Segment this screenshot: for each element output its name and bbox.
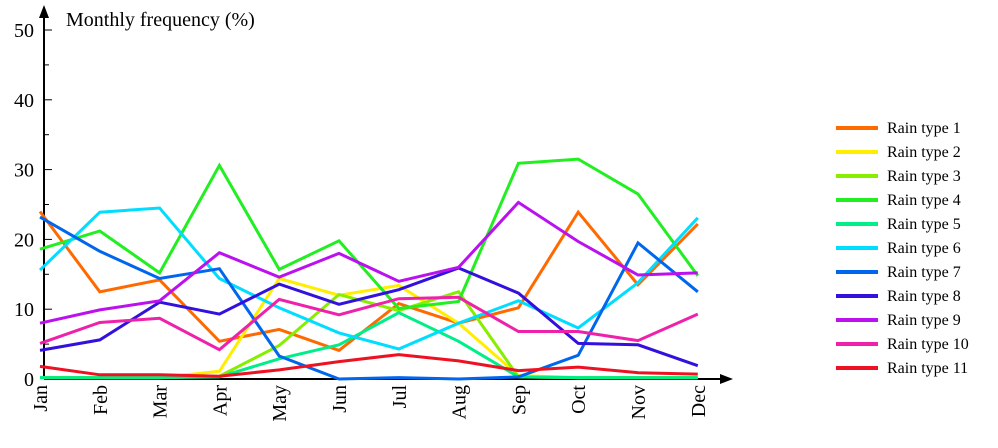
x-tick-label: Dec (688, 385, 710, 417)
series-line-9 (39, 200, 698, 325)
series-line-8 (39, 266, 699, 368)
legend-label-8: Rain type 8 (887, 288, 961, 305)
legend-label-4: Rain type 4 (887, 192, 961, 209)
y-tick-label: 40 (14, 90, 34, 112)
x-axis-arrow (720, 374, 733, 384)
legend-label-1: Rain type 1 (887, 120, 961, 137)
x-tick-label: Jul (389, 385, 411, 409)
y-tick-label: 30 (14, 160, 34, 182)
x-tick-label: Jun (329, 385, 351, 413)
legend: Rain type 1 Rain type 2 Rain type 3 Rain ty… (836, 120, 969, 377)
x-tick-label: Jan (30, 385, 52, 412)
x-tick-label: Oct (568, 385, 590, 414)
legend-label-9: Rain type 9 (887, 312, 961, 329)
series-line-5 (40, 311, 698, 380)
series-line-7 (39, 215, 699, 381)
x-tick-label: Aug (449, 385, 471, 419)
legend-label-3: Rain type 3 (887, 168, 961, 185)
y-tick-label: 10 (14, 299, 34, 321)
legend-label-7: Rain type 7 (887, 264, 961, 281)
chart-axes: 0 10 20 30 40 50 Jan Feb Mar Apr May Jun Jul Aug Sep Oc… (14, 5, 733, 422)
x-tick-label: Feb (90, 385, 112, 415)
y-tick-label: 0 (24, 369, 34, 391)
x-tick-label: Mar (150, 385, 172, 419)
y-axis-label: Monthly frequency (%) (66, 9, 255, 31)
axis-labels: Monthly frequency (%) (66, 9, 255, 31)
x-tick-label: Nov (628, 385, 650, 419)
y-tick-label: 50 (14, 20, 34, 42)
series-line-1 (38, 209, 699, 353)
series-line-6 (38, 206, 699, 351)
series-line-10 (39, 295, 699, 352)
y-tick-label: 20 (14, 229, 34, 251)
legend-label-6: Rain type 6 (887, 240, 961, 257)
legend-label-5: Rain type 5 (887, 216, 961, 233)
legend-label-10: Rain type 10 (887, 336, 969, 353)
legend-label-11: Rain type 11 (887, 360, 968, 377)
y-axis-arrow (39, 5, 49, 18)
x-tick-label: Apr (209, 385, 231, 416)
series-line-11 (39, 353, 698, 378)
series-lines (38, 157, 700, 381)
x-tick-label: May (269, 385, 291, 422)
legend-label-2: Rain type 2 (887, 144, 961, 161)
x-tick-label: Sep (508, 385, 530, 415)
series-line-4 (39, 157, 700, 311)
